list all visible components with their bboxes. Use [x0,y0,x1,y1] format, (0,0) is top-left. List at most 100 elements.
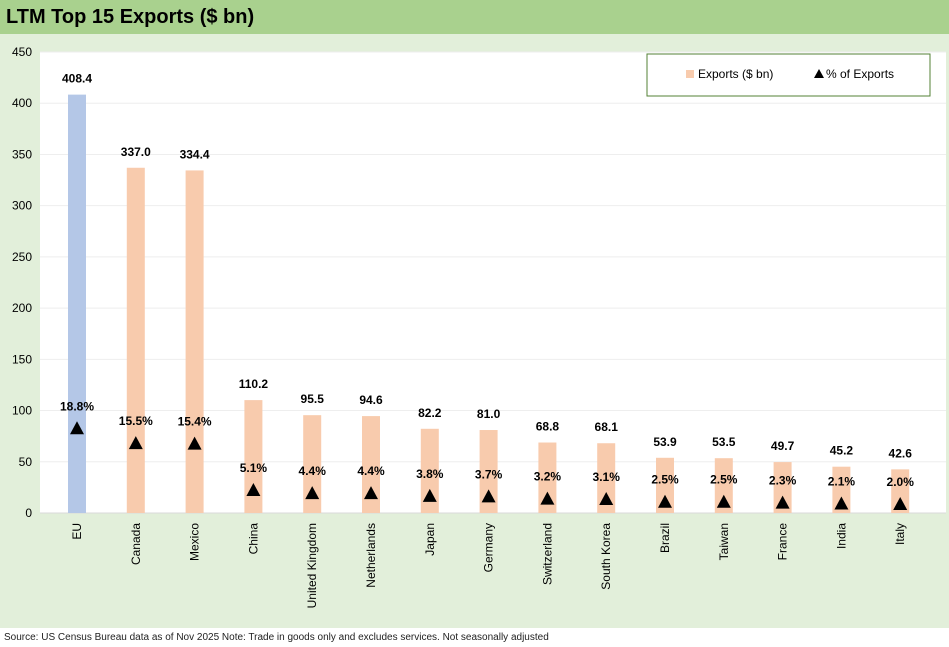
markers: 18.8% 15.5% 15.4% 5.1% 4.4% 4.4% 3.8% 3.7% 3.2% 3… [60,399,914,510]
bar-south-korea [597,443,616,513]
percent-marker [70,421,84,435]
percent-label: 18.8% [60,399,94,413]
x-tick-label: Mexico [188,523,202,561]
bar-value-label: 110.2 [239,377,269,391]
x-tick-label: Taiwan [717,523,731,560]
bar-brazil [656,457,674,513]
bar-india [832,466,851,513]
x-tick-label: Switzerland [540,523,554,585]
bar-value-label: 337.0 [121,145,151,159]
percent-label: 15.4% [178,415,212,429]
x-tick-label: Germany [482,523,496,572]
percent-label: 15.5% [119,414,153,428]
bar-value-label: 95.5 [301,392,325,406]
y-tick-label: 300 [12,199,32,213]
source-note: Source: US Census Bureau data as of Nov … [4,632,549,643]
y-tick-label: 350 [12,147,32,161]
legend-swatch-percent [814,69,824,78]
chart-title: LTM Top 15 Exports ($ bn) [6,6,255,28]
x-tick-label: United Kingdom [305,523,319,608]
bar-china [244,400,263,513]
x-tick-label: Netherlands [364,523,378,588]
x-tick-label: South Korea [599,523,613,590]
legend: Exports ($ bn) % of Exports [646,53,931,97]
percent-label: 3.2% [534,470,562,484]
bar-japan [420,428,439,513]
bar-value-label: 408.4 [62,72,92,86]
legend-box [646,53,931,97]
percent-marker [716,494,731,508]
x-tick-label: China [246,523,260,555]
legend-label-exports: Exports ($ bn) [698,67,773,81]
y-tick-label: 450 [12,45,32,59]
bar-value-label: 42.6 [889,446,913,460]
bar-taiwan [714,458,733,513]
percent-marker [481,489,496,503]
percent-label: 2.5% [651,473,679,487]
percent-label: 2.1% [828,475,856,489]
bar-united-kingdom [303,415,322,513]
bar-value-label: 81.0 [477,407,501,421]
percent-label: 5.1% [240,461,268,475]
percent-marker [422,488,437,502]
percent-label: 3.7% [475,467,503,481]
percent-marker [128,436,143,450]
bar-italy [891,469,910,513]
y-axis: 0 50 100 150 200 250 300 350 400 450 [12,45,946,520]
bars: 408.4 337.0 334.4 110.2 95.5 94.6 82.2 81.0 68.8… [62,72,913,514]
percent-marker [364,486,378,500]
x-tick-label: Japan [423,523,437,556]
x-tick-label: Brazil [658,523,672,553]
bar-value-label: 53.5 [712,435,736,449]
y-tick-label: 150 [12,352,32,366]
bar-switzerland [538,442,557,513]
percent-marker [305,486,320,500]
percent-marker [775,495,790,509]
bar-mexico [185,170,204,513]
x-tick-label: France [776,523,790,561]
bar-value-label: 68.1 [595,420,619,434]
y-tick-label: 200 [12,301,32,315]
x-axis: EU Canada Mexico China United Kingdom Netherl… [70,523,907,609]
x-tick-label: EU [70,523,84,540]
bar-france [773,462,792,513]
x-tick-label: Canada [129,523,143,565]
y-tick-label: 0 [25,506,32,520]
bar-eu [68,94,86,514]
bar-canada [126,167,145,514]
bar-value-label: 45.2 [830,444,854,458]
percent-marker [599,492,614,506]
y-tick-label: 50 [19,455,33,469]
bar-value-label: 94.6 [359,393,383,407]
y-tick-label: 100 [12,404,32,418]
title-bar: LTM Top 15 Exports ($ bn) [0,0,949,34]
percent-marker [893,496,908,510]
percent-label: 4.4% [357,464,385,478]
percent-label: 2.3% [769,474,797,488]
grid-lines [40,51,946,463]
percent-marker [540,491,555,505]
percent-marker [834,496,849,510]
percent-marker [187,436,202,450]
legend-label-percent: % of Exports [826,67,894,81]
percent-marker [246,483,261,497]
bar-value-label: 53.9 [653,435,677,449]
bar-germany [479,430,498,513]
bar-value-label: 334.4 [180,147,210,161]
y-tick-label: 250 [12,250,32,264]
percent-label: 3.8% [416,467,444,481]
x-tick-label: India [834,523,848,549]
percent-label: 4.4% [299,464,327,478]
y-tick-label: 400 [12,96,32,110]
percent-marker [658,494,672,508]
legend-swatch-exports [686,70,694,78]
x-tick-label: Italy [893,523,907,545]
percent-label: 2.0% [887,475,915,489]
bar-value-label: 82.2 [418,406,442,420]
bar-value-label: 49.7 [771,439,795,453]
bar-netherlands [362,416,380,513]
percent-label: 2.5% [710,473,738,487]
bar-value-label: 68.8 [536,420,560,434]
percent-label: 3.1% [593,470,621,484]
